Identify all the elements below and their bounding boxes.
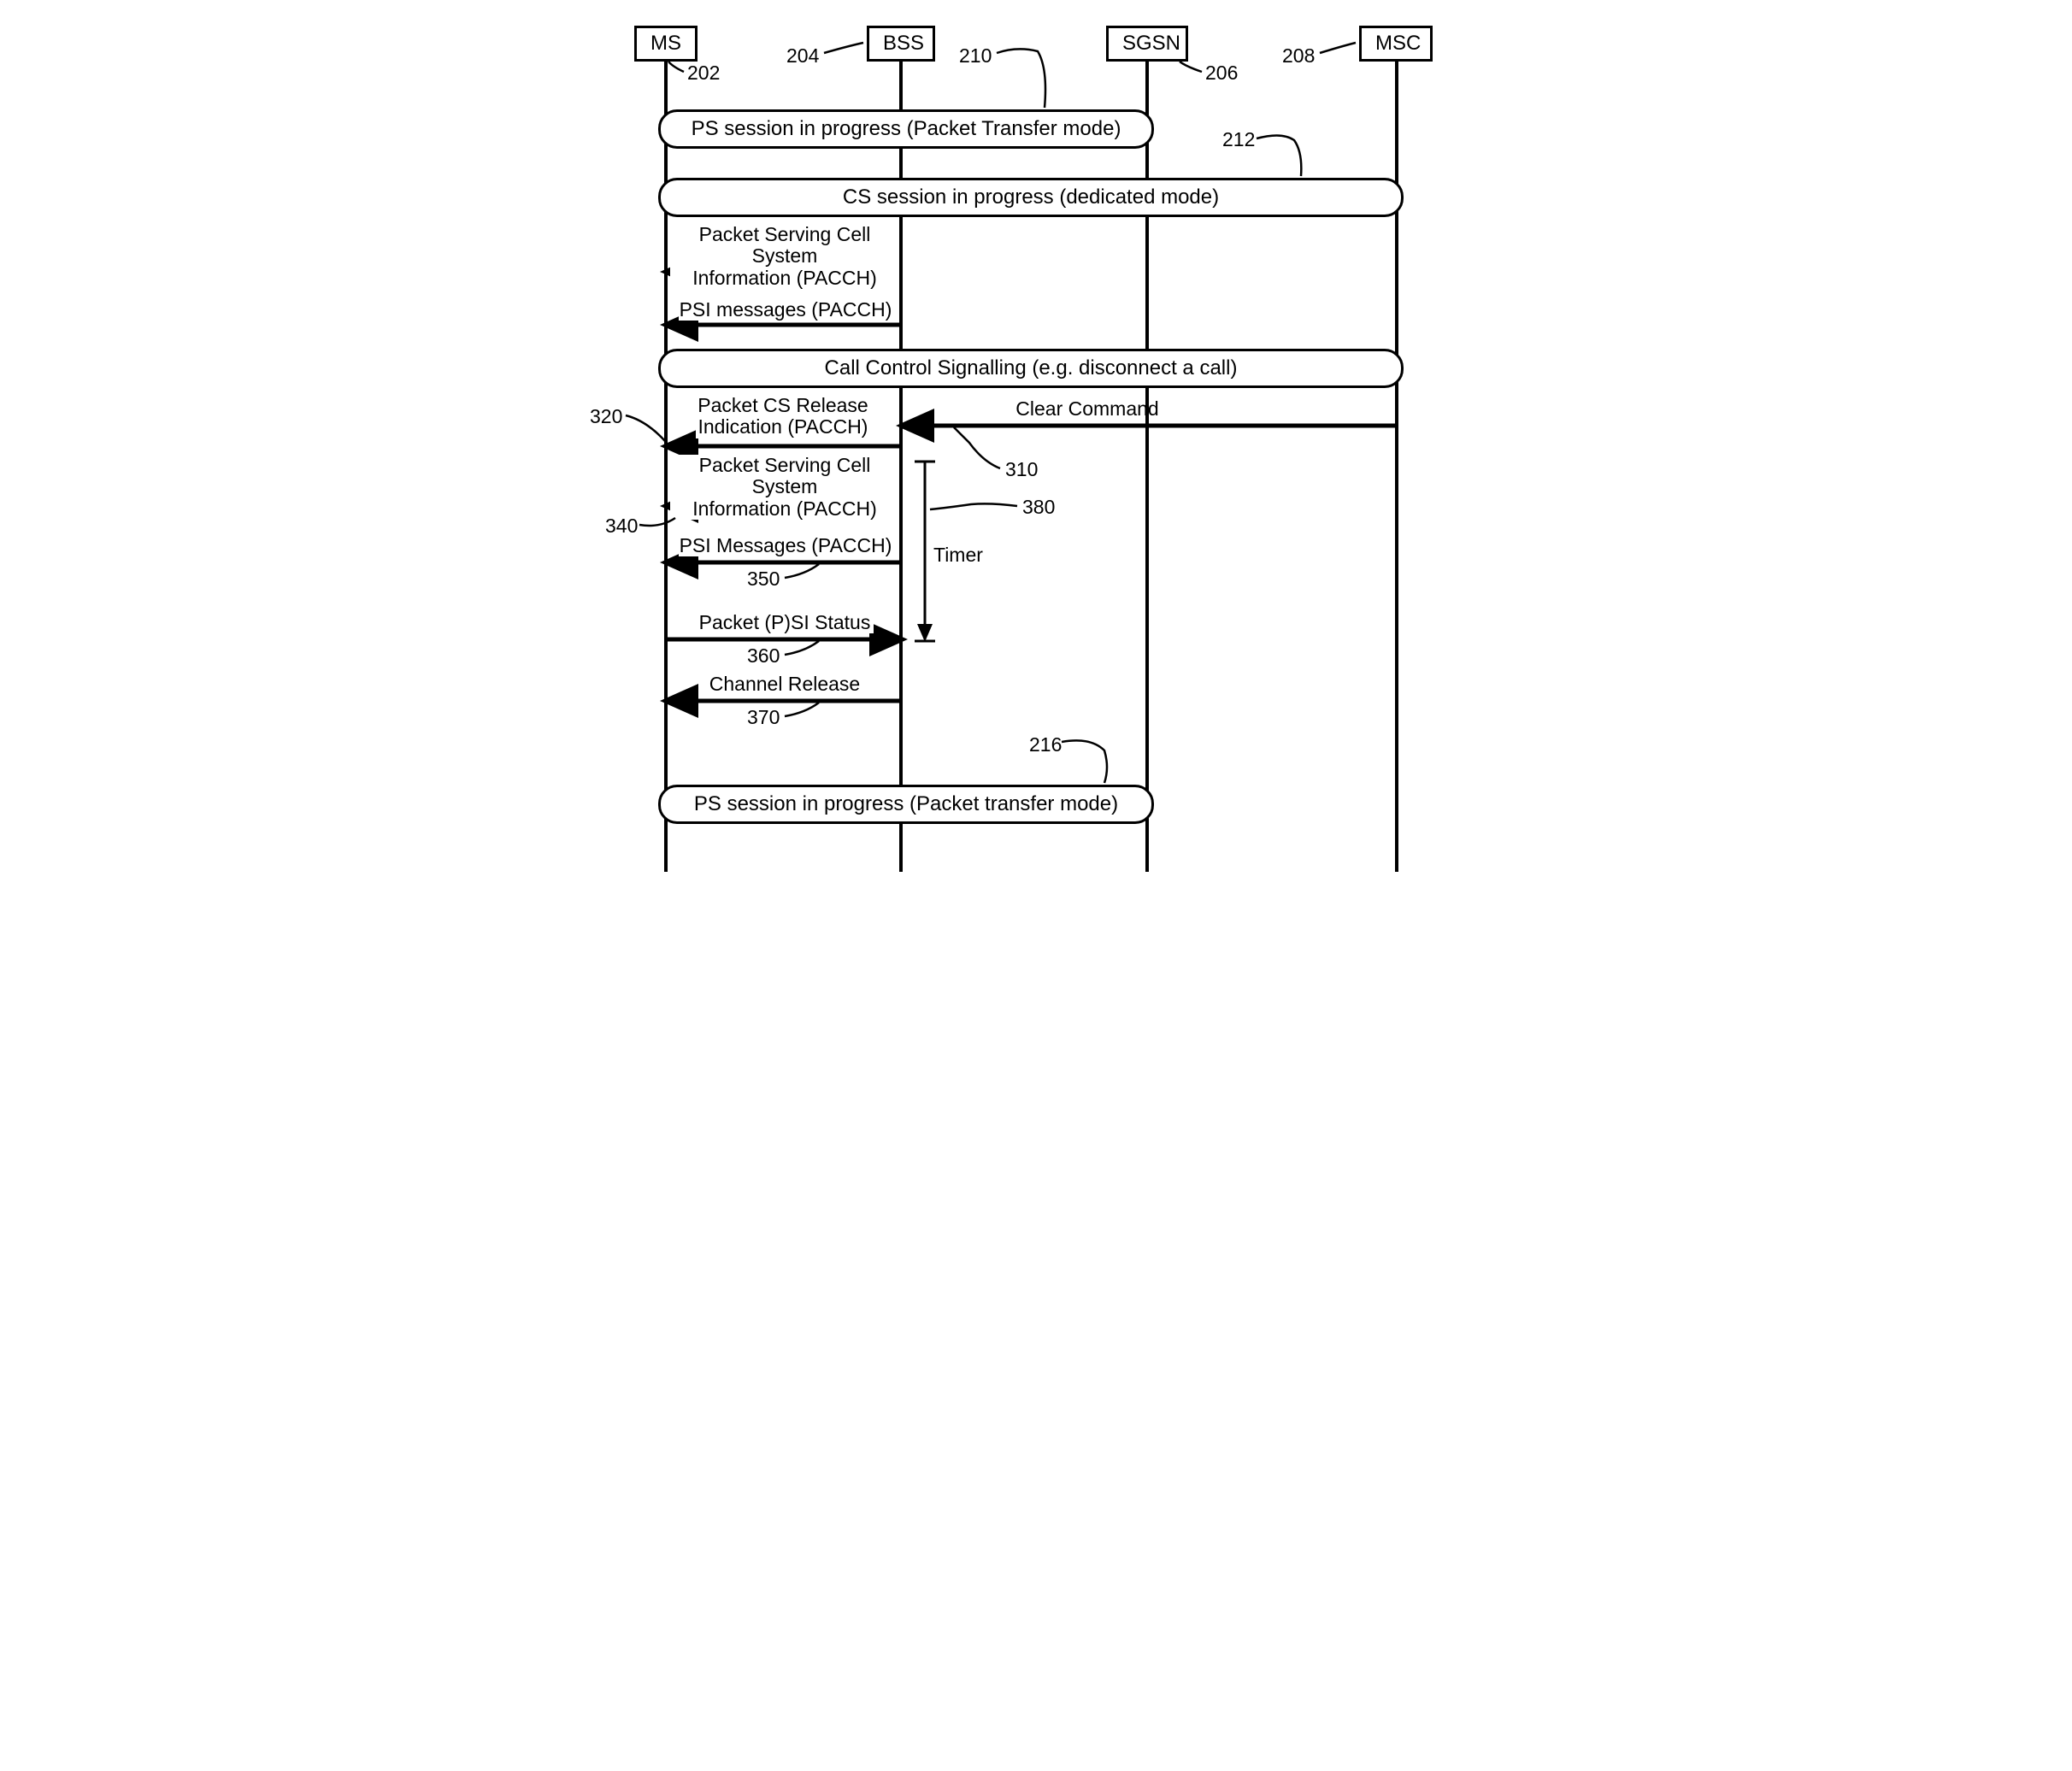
msg-psi-2: PSI Messages (PACCH) [679, 535, 892, 556]
session-call-control: Call Control Signalling (e.g. disconnect… [658, 349, 1404, 388]
ref-340: 340 [605, 515, 638, 538]
actor-sgsn-label: SGSN [1122, 32, 1180, 55]
ref-208: 208 [1282, 44, 1315, 68]
actor-bss: BSS [867, 26, 935, 62]
session-ps-2-label: PS session in progress (Packet transfer … [694, 792, 1118, 815]
timer-label: Timer [933, 544, 983, 567]
ref-210: 210 [959, 44, 992, 68]
actor-bss-label: BSS [883, 32, 924, 55]
actor-msc: MSC [1359, 26, 1433, 62]
sequence-diagram: MS BSS SGSN MSC PS session in progress (… [532, 17, 1540, 889]
ref-206: 206 [1205, 62, 1238, 85]
ref-360: 360 [747, 644, 780, 668]
actor-ms-label: MS [650, 32, 681, 55]
msg-pscsi-2: Packet Serving Cell SystemInformation (P… [670, 455, 899, 520]
ref-212: 212 [1222, 128, 1255, 151]
msg-cs-release: Packet CS ReleaseIndication (PACCH) [696, 395, 870, 438]
ref-350: 350 [747, 568, 780, 591]
ref-320: 320 [590, 405, 622, 428]
session-call-control-label: Call Control Signalling (e.g. disconnect… [825, 356, 1238, 380]
msg-pscsi-1: Packet Serving Cell SystemInformation (P… [670, 224, 899, 289]
msg-clear-cmd: Clear Command [1010, 398, 1164, 420]
actor-sgsn: SGSN [1106, 26, 1188, 62]
ref-202: 202 [687, 62, 720, 85]
session-cs: CS session in progress (dedicated mode) [658, 178, 1404, 217]
ref-310: 310 [1005, 458, 1038, 481]
ref-204: 204 [786, 44, 819, 68]
session-ps-2: PS session in progress (Packet transfer … [658, 785, 1154, 824]
msg-channel-release: Channel Release [708, 674, 862, 695]
msg-psi-status: Packet (P)SI Status [696, 612, 874, 633]
ref-380: 380 [1022, 496, 1055, 519]
session-cs-label: CS session in progress (dedicated mode) [843, 185, 1219, 209]
ref-216: 216 [1029, 733, 1062, 756]
session-ps-1-label: PS session in progress (Packet Transfer … [692, 117, 1121, 140]
msg-psi-1: PSI messages (PACCH) [679, 299, 892, 321]
actor-ms: MS [634, 26, 698, 62]
ref-370: 370 [747, 706, 780, 729]
actor-msc-label: MSC [1375, 32, 1421, 55]
session-ps-1: PS session in progress (Packet Transfer … [658, 109, 1154, 149]
